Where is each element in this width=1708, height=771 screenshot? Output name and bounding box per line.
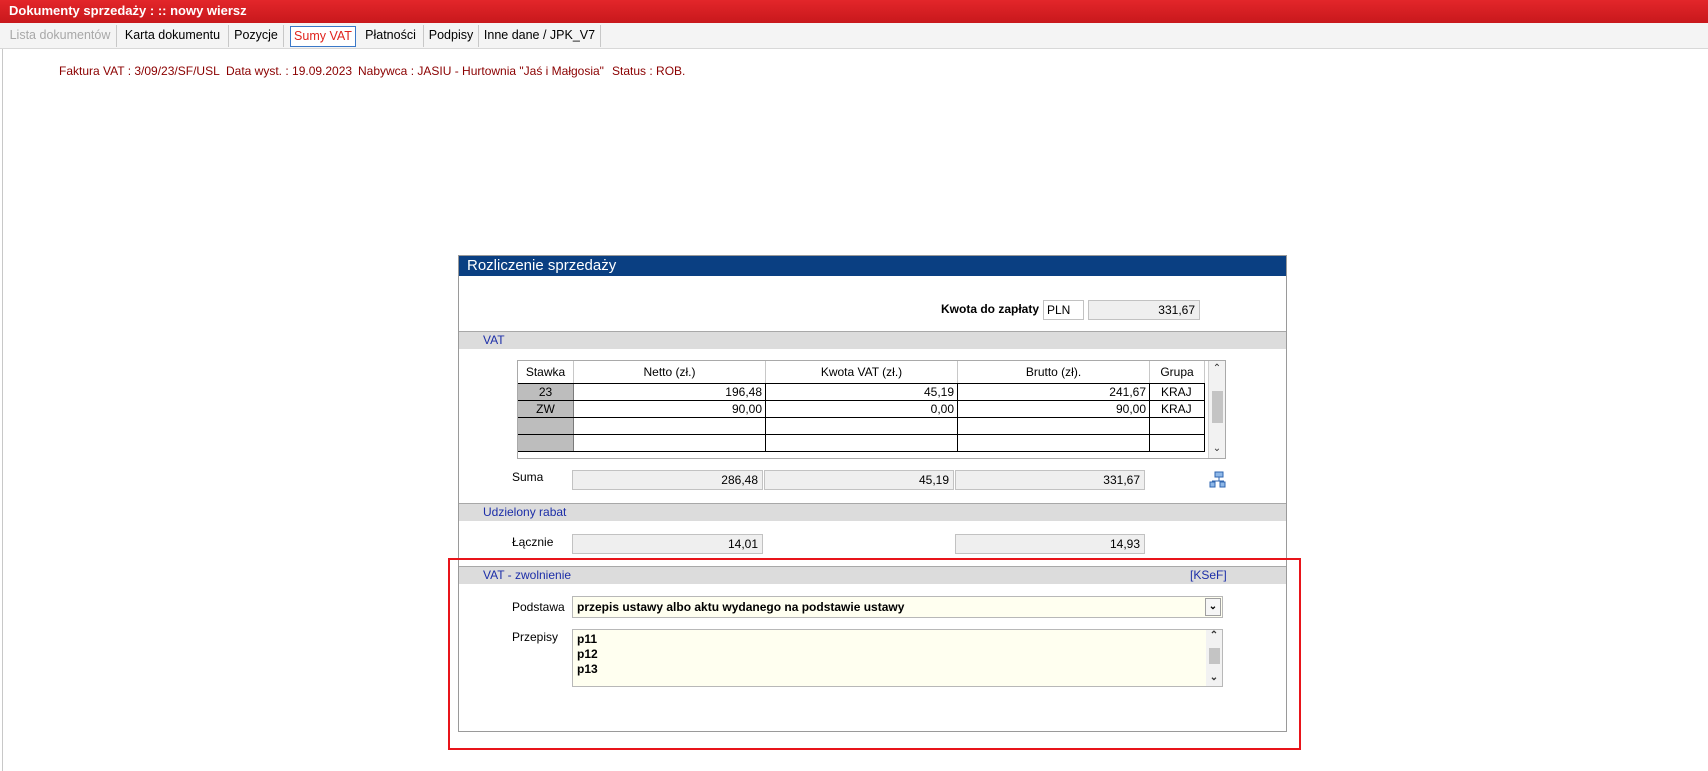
list-item[interactable]: p13 (577, 662, 598, 676)
discount-section-header: Udzielony rabat (459, 503, 1286, 521)
chevron-up-icon[interactable]: ⌃ (1209, 630, 1219, 641)
table-row[interactable] (518, 434, 1205, 452)
cell-brutto[interactable] (957, 434, 1150, 452)
col-kwota-vat[interactable]: Kwota VAT (zł.) (765, 361, 958, 384)
cell-vat[interactable]: 45,19 (765, 383, 958, 401)
tab-lista-dokumentow[interactable]: Lista dokumentów (4, 25, 117, 47)
list-item[interactable]: p11 (577, 632, 598, 646)
currency-field[interactable]: PLN (1043, 300, 1084, 320)
provisions-scrollbar[interactable]: ⌃ ⌄ (1206, 630, 1222, 686)
recalculate-icon[interactable] (1209, 471, 1227, 489)
left-border (2, 49, 3, 771)
vat-table[interactable]: Stawka Netto (zł.) Kwota VAT (zł.) Brutt… (517, 360, 1226, 459)
scrollbar-thumb[interactable] (1209, 648, 1220, 664)
table-row[interactable]: 23 196,48 45,19 241,67 KRAJ (518, 383, 1205, 401)
scrollbar-thumb[interactable] (1212, 391, 1223, 423)
cell-vat[interactable]: 0,00 (765, 400, 958, 418)
basis-value: przepis ustawy albo aktu wydanego na pod… (577, 600, 905, 614)
basis-select[interactable]: przepis ustawy albo aktu wydanego na pod… (572, 596, 1223, 618)
cell-brutto[interactable]: 90,00 (957, 400, 1150, 418)
cell-vat[interactable] (765, 434, 958, 452)
list-item[interactable]: p12 (577, 647, 598, 661)
buyer: Nabywca : JASIU - Hurtownia "Jaś i Małgo… (358, 64, 604, 78)
cell-group[interactable]: KRAJ (1149, 400, 1205, 418)
cell-netto[interactable] (573, 434, 766, 452)
sum-netto-field[interactable]: 286,48 (572, 470, 763, 490)
vat-section-header: VAT (459, 331, 1286, 349)
cell-rate[interactable] (518, 417, 574, 435)
col-brutto[interactable]: Brutto (zł). (957, 361, 1150, 384)
table-row[interactable] (518, 417, 1205, 435)
vat-section-title: VAT (483, 333, 505, 347)
cell-rate[interactable]: 23 (518, 383, 574, 401)
vat-table-scrollbar[interactable]: ⌃ ⌄ (1208, 361, 1225, 458)
exemption-section-header: VAT - zwolnienie [KSeF] (459, 566, 1286, 584)
settlement-panel: Rozliczenie sprzedaży Kwota do zapłaty P… (458, 255, 1287, 732)
discount-section-title: Udzielony rabat (483, 505, 567, 519)
amount-due-label: Kwota do zapłaty (941, 302, 1040, 316)
discount-value-1[interactable]: 14,01 (572, 534, 763, 554)
ksef-link[interactable]: [KSeF] (1190, 568, 1227, 582)
cell-netto[interactable]: 196,48 (573, 383, 766, 401)
document-status: Status : ROB. (612, 64, 686, 78)
table-row[interactable]: ZW 90,00 0,00 90,00 KRAJ (518, 400, 1205, 418)
chevron-up-icon[interactable]: ⌃ (1212, 363, 1222, 374)
cell-vat[interactable] (765, 417, 958, 435)
provisions-list[interactable]: p11 p12 p13 ⌃ ⌄ (572, 629, 1223, 687)
cell-netto[interactable] (573, 417, 766, 435)
discount-value-2[interactable]: 14,93 (955, 534, 1145, 554)
amount-due-field[interactable]: 331,67 (1088, 300, 1200, 320)
window-title: Dokumenty sprzedaży : :: nowy wiersz (0, 0, 1708, 23)
tab-pozycje[interactable]: Pozycje (229, 25, 284, 47)
provisions-label: Przepisy (512, 630, 559, 644)
sum-vat-field[interactable]: 45,19 (764, 470, 954, 490)
cell-netto[interactable]: 90,00 (573, 400, 766, 418)
tab-podpisy[interactable]: Podpisy (424, 25, 479, 47)
basis-label: Podstawa (512, 600, 565, 614)
col-stawka[interactable]: Stawka (518, 361, 574, 384)
sum-label: Suma (512, 470, 544, 484)
tab-platnosci[interactable]: Płatności (358, 25, 424, 47)
invoice-number: Faktura VAT : 3/09/23/SF/USL (59, 64, 220, 78)
col-grupa[interactable]: Grupa (1149, 361, 1205, 384)
cell-group[interactable]: KRAJ (1149, 383, 1205, 401)
panel-title: Rozliczenie sprzedaży (459, 256, 1286, 276)
tab-sumy-vat[interactable]: Sumy VAT (290, 26, 356, 47)
tab-inne-dane-jpk[interactable]: Inne dane / JPK_V7 (479, 25, 601, 47)
cell-group[interactable] (1149, 417, 1205, 435)
cell-rate[interactable]: ZW (518, 400, 574, 418)
cell-brutto[interactable] (957, 417, 1150, 435)
sum-brutto-field[interactable]: 331,67 (955, 470, 1145, 490)
highlight-box (448, 558, 1301, 750)
exemption-section-title: VAT - zwolnienie (483, 568, 572, 582)
issue-date: Data wyst. : 19.09.2023 (226, 64, 353, 78)
col-netto[interactable]: Netto (zł.) (573, 361, 766, 384)
cell-brutto[interactable]: 241,67 (957, 383, 1150, 401)
chevron-down-icon[interactable]: ⌄ (1212, 443, 1222, 454)
cell-rate[interactable] (518, 434, 574, 452)
cell-group[interactable] (1149, 434, 1205, 452)
discount-total-label: Łącznie (512, 535, 554, 549)
tab-karta-dokumentu[interactable]: Karta dokumentu (117, 25, 229, 47)
chevron-down-icon[interactable]: ⌄ (1205, 598, 1221, 616)
tab-bar: Lista dokumentów Karta dokumentu Pozycje… (0, 23, 1708, 49)
chevron-down-icon[interactable]: ⌄ (1209, 672, 1219, 683)
